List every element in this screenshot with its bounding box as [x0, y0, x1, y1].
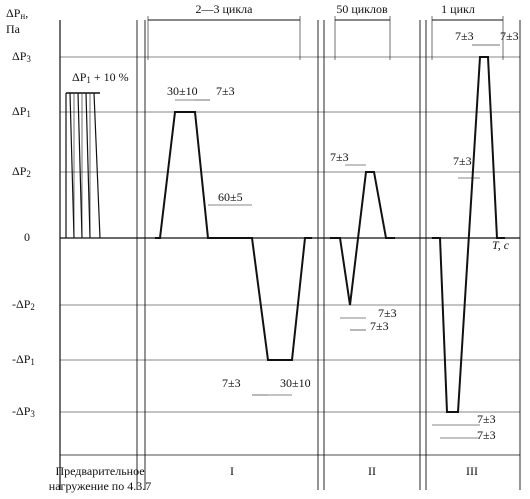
dimension-label: 7±3	[370, 319, 389, 333]
level-main: ΔP	[12, 104, 27, 118]
preload-line	[69, 92, 75, 239]
level-main: ΔP	[12, 164, 27, 178]
level-label: -ΔP3	[12, 404, 35, 419]
y-axis-label: ΔPн,	[6, 6, 28, 21]
level-sub: 3	[26, 54, 31, 64]
preload-line	[93, 92, 101, 239]
level-main: ΔP	[12, 49, 27, 63]
level-sub: 1	[26, 109, 31, 119]
dimension-label: 7±3	[378, 306, 397, 320]
y-axis-unit: Па	[6, 22, 21, 36]
dimension-label: 30±10	[280, 376, 311, 390]
dimension-label: 7±3	[222, 376, 241, 390]
annotations: 30±10 7±360±57±3 30±107±37±37±37±3 7±37±37±…	[167, 29, 519, 442]
section-label: III	[466, 464, 478, 478]
dimension-label: 7±3	[453, 154, 472, 168]
level-label: -ΔP1	[12, 352, 35, 367]
x-axis-label: T, c	[492, 238, 510, 252]
preload-label: ΔP1 + 10 %	[72, 70, 129, 85]
preload-line	[77, 92, 83, 239]
dimension-label: 7±3	[477, 412, 496, 426]
y-label-sub: н	[20, 11, 25, 21]
level-main: -ΔP	[12, 297, 31, 311]
level-sub: 2	[30, 302, 35, 312]
level-main: -ΔP	[12, 352, 31, 366]
level-label: ΔP3	[12, 49, 31, 64]
dimension-label: 7±3	[216, 84, 235, 98]
dimension-label: 7±3	[477, 428, 496, 442]
level-sub: 1	[30, 357, 35, 367]
load-curve	[155, 111, 312, 361]
drawing	[59, 16, 521, 490]
dimension-label: 60±5	[218, 190, 243, 204]
bracket-label: 2—3 цикла	[196, 2, 254, 16]
preload-rest: + 10 %	[91, 70, 129, 84]
preload-main: ΔP	[72, 70, 87, 84]
bracket-label: 50 циклов	[336, 2, 388, 16]
level-sub: 2	[26, 169, 31, 179]
section-label: нагружение по 4.3.7	[49, 479, 151, 493]
load-curve	[432, 56, 505, 413]
dimension-label: 7±3	[500, 29, 519, 43]
section-label: II	[368, 464, 376, 478]
level-main: 0	[24, 230, 30, 244]
bracket-label: 1 цикл	[441, 2, 475, 16]
level-label: 0	[24, 230, 30, 244]
section-label: Предварительное	[55, 464, 144, 478]
load-curve	[330, 171, 395, 306]
preload-sub: 1	[86, 75, 91, 85]
preload-line	[85, 92, 91, 239]
dimension-label: 30±10	[167, 84, 198, 98]
y-label-main: ΔP	[6, 6, 21, 20]
level-sub: 3	[30, 409, 35, 419]
dimension-label: 7±3	[330, 150, 349, 164]
level-label: -ΔP2	[12, 297, 35, 312]
section-label: I	[230, 464, 234, 478]
level-main: -ΔP	[12, 404, 31, 418]
dimension-label: 7±3	[455, 29, 474, 43]
level-label: ΔP1	[12, 104, 31, 119]
level-label: ΔP2	[12, 164, 31, 179]
